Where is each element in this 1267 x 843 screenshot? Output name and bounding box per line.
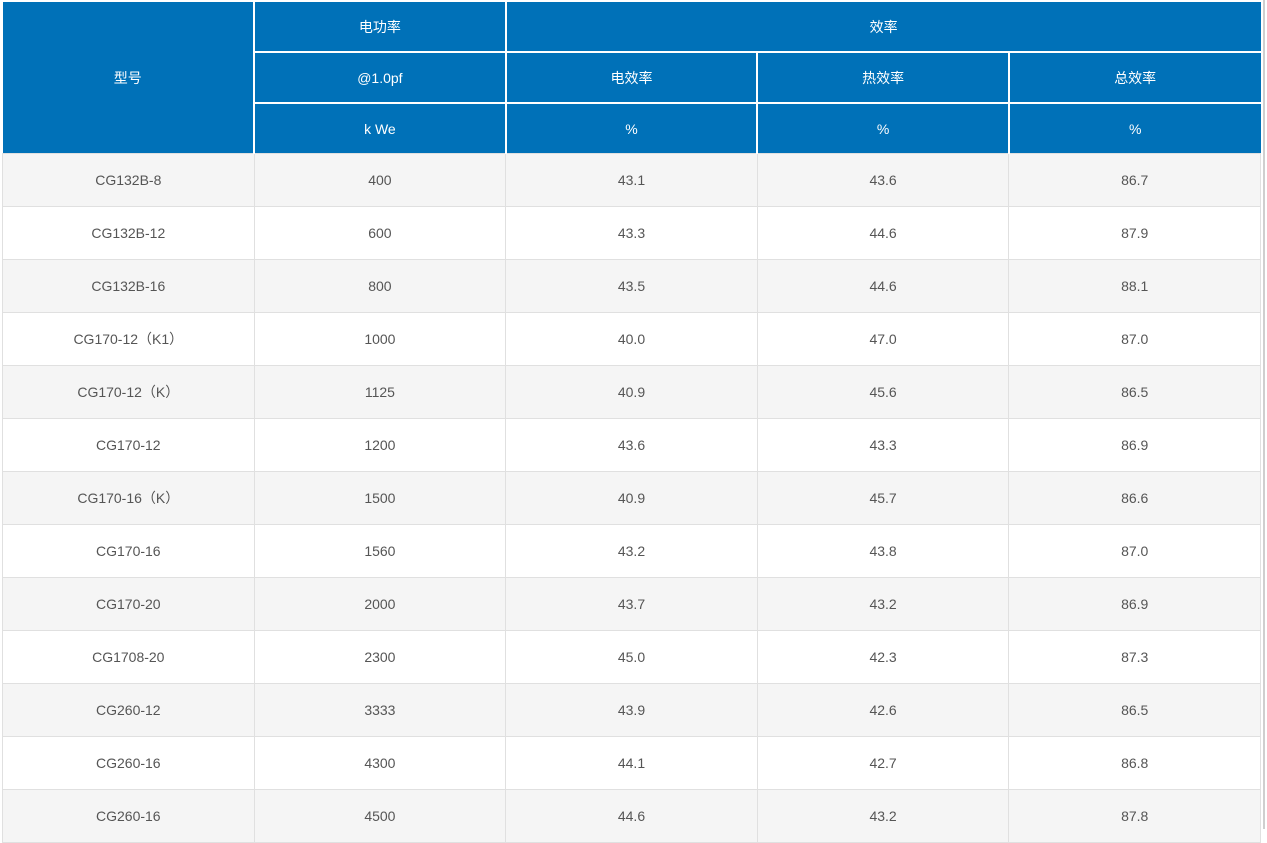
model-cell: CG170-16（K）: [2, 471, 255, 525]
model-cell: CG170-12: [2, 418, 255, 472]
table-row: CG132B-16 800 43.5 44.6 88.1: [2, 259, 1261, 313]
electrical-efficiency-cell: 40.9: [505, 365, 758, 419]
thermal-efficiency-cell: 44.6: [756, 259, 1010, 313]
total-efficiency-cell: 86.9: [1008, 418, 1261, 472]
total-efficiency-cell: 87.0: [1008, 524, 1261, 578]
total-efficiency-cell: 86.5: [1008, 365, 1261, 419]
power-cell: 800: [253, 259, 507, 313]
efficiency-group-header: 效率: [504, 2, 1261, 53]
total-unit-header: %: [1007, 102, 1261, 154]
power-subtitle-header: @1.0pf: [254, 51, 507, 104]
model-cell: CG170-20: [2, 577, 255, 631]
total-efficiency-cell: 87.8: [1008, 789, 1261, 843]
electrical-efficiency-header: 电效率: [504, 51, 759, 104]
total-efficiency-cell: 86.6: [1008, 471, 1261, 525]
thermal-efficiency-cell: 44.6: [756, 206, 1010, 260]
table-row: CG1708-20 2300 45.0 42.3 87.3: [2, 630, 1261, 684]
table-row: CG260-12 3333 43.9 42.6 86.5: [2, 683, 1261, 737]
electrical-efficiency-cell: 43.3: [505, 206, 758, 260]
total-efficiency-cell: 87.0: [1008, 312, 1261, 366]
model-cell: CG170-12（K）: [2, 365, 255, 419]
electrical-unit-header: %: [504, 102, 759, 154]
power-cell: 1560: [253, 524, 507, 578]
electrical-efficiency-cell: 43.7: [505, 577, 758, 631]
thermal-unit-header: %: [756, 102, 1010, 154]
total-efficiency-cell: 86.7: [1008, 153, 1261, 207]
total-efficiency-cell: 86.5: [1008, 683, 1261, 737]
power-cell: 2300: [253, 630, 507, 684]
table-row: CG132B-12 600 43.3 44.6 87.9: [2, 206, 1261, 260]
header-row-labels: @1.0pf 电效率 热效率 总效率: [3, 51, 1261, 104]
power-cell: 600: [253, 206, 507, 260]
thermal-efficiency-cell: 45.7: [756, 471, 1010, 525]
thermal-efficiency-cell: 43.3: [756, 418, 1010, 472]
table-body: CG132B-8 400 43.1 43.6 86.7 CG132B-12 60…: [2, 153, 1261, 843]
right-edge-divider: [1263, 0, 1265, 829]
electrical-efficiency-cell: 43.1: [505, 153, 758, 207]
total-efficiency-cell: 86.8: [1008, 736, 1261, 790]
total-efficiency-header: 总效率: [1007, 51, 1261, 104]
header-row-groups: 型号 电功率 效率: [2, 2, 1261, 154]
thermal-efficiency-cell: 43.6: [756, 153, 1010, 207]
thermal-efficiency-cell: 42.3: [756, 630, 1010, 684]
electrical-efficiency-cell: 44.6: [505, 789, 758, 843]
thermal-efficiency-cell: 42.6: [756, 683, 1010, 737]
model-cell: CG132B-8: [2, 153, 255, 207]
table-header: 型号 电功率 效率 @1.0pf 电效率 热效率 总效率 k We % % %: [2, 2, 1261, 154]
table-row: CG170-20 2000 43.7 43.2 86.9: [2, 577, 1261, 631]
electrical-efficiency-cell: 43.9: [505, 683, 758, 737]
power-cell: 1200: [253, 418, 507, 472]
header-row-units: k We % % %: [3, 102, 1261, 154]
power-cell: 4500: [253, 789, 507, 843]
thermal-efficiency-cell: 45.6: [756, 365, 1010, 419]
power-unit-header: k We: [254, 102, 507, 154]
power-title-header: 电功率: [253, 2, 507, 53]
model-cell: CG1708-20: [2, 630, 255, 684]
model-column-header: 型号: [2, 2, 256, 154]
electrical-efficiency-cell: 43.6: [505, 418, 758, 472]
thermal-efficiency-cell: 43.2: [756, 789, 1010, 843]
electrical-efficiency-cell: 40.0: [505, 312, 758, 366]
model-cell: CG132B-12: [2, 206, 255, 260]
table-row: CG170-16（K） 1500 40.9 45.7 86.6: [2, 471, 1261, 525]
power-cell: 2000: [253, 577, 507, 631]
total-efficiency-cell: 87.3: [1008, 630, 1261, 684]
power-cell: 1000: [253, 312, 507, 366]
thermal-efficiency-header: 热效率: [756, 51, 1010, 104]
table-row: CG170-12（K） 1125 40.9 45.6 86.5: [2, 365, 1261, 419]
model-cell: CG170-16: [2, 524, 255, 578]
model-cell: CG170-12（K1）: [2, 312, 255, 366]
table-row: CG260-16 4300 44.1 42.7 86.8: [2, 736, 1261, 790]
electrical-efficiency-cell: 40.9: [505, 471, 758, 525]
table-row: CG170-16 1560 43.2 43.8 87.0: [2, 524, 1261, 578]
power-cell: 1500: [253, 471, 507, 525]
total-efficiency-cell: 86.9: [1008, 577, 1261, 631]
electrical-efficiency-cell: 43.5: [505, 259, 758, 313]
table-row: CG170-12 1200 43.6 43.3 86.9: [2, 418, 1261, 472]
electrical-efficiency-cell: 44.1: [505, 736, 758, 790]
table-row: CG132B-8 400 43.1 43.6 86.7: [2, 153, 1261, 207]
electrical-efficiency-cell: 43.2: [505, 524, 758, 578]
electrical-efficiency-cell: 45.0: [505, 630, 758, 684]
model-cell: CG260-16: [2, 789, 255, 843]
model-cell: CG260-12: [2, 683, 255, 737]
thermal-efficiency-cell: 42.7: [756, 736, 1010, 790]
model-cell: CG132B-16: [2, 259, 255, 313]
thermal-efficiency-cell: 47.0: [756, 312, 1010, 366]
total-efficiency-cell: 88.1: [1008, 259, 1261, 313]
table-row: CG170-12（K1） 1000 40.0 47.0 87.0: [2, 312, 1261, 366]
table-row: CG260-16 4500 44.6 43.2 87.8: [2, 789, 1261, 843]
power-cell: 3333: [253, 683, 507, 737]
power-cell: 4300: [253, 736, 507, 790]
power-cell: 400: [253, 153, 507, 207]
total-efficiency-cell: 87.9: [1008, 206, 1261, 260]
thermal-efficiency-cell: 43.2: [756, 577, 1010, 631]
model-cell: CG260-16: [2, 736, 255, 790]
thermal-efficiency-cell: 43.8: [756, 524, 1010, 578]
power-cell: 1125: [253, 365, 507, 419]
